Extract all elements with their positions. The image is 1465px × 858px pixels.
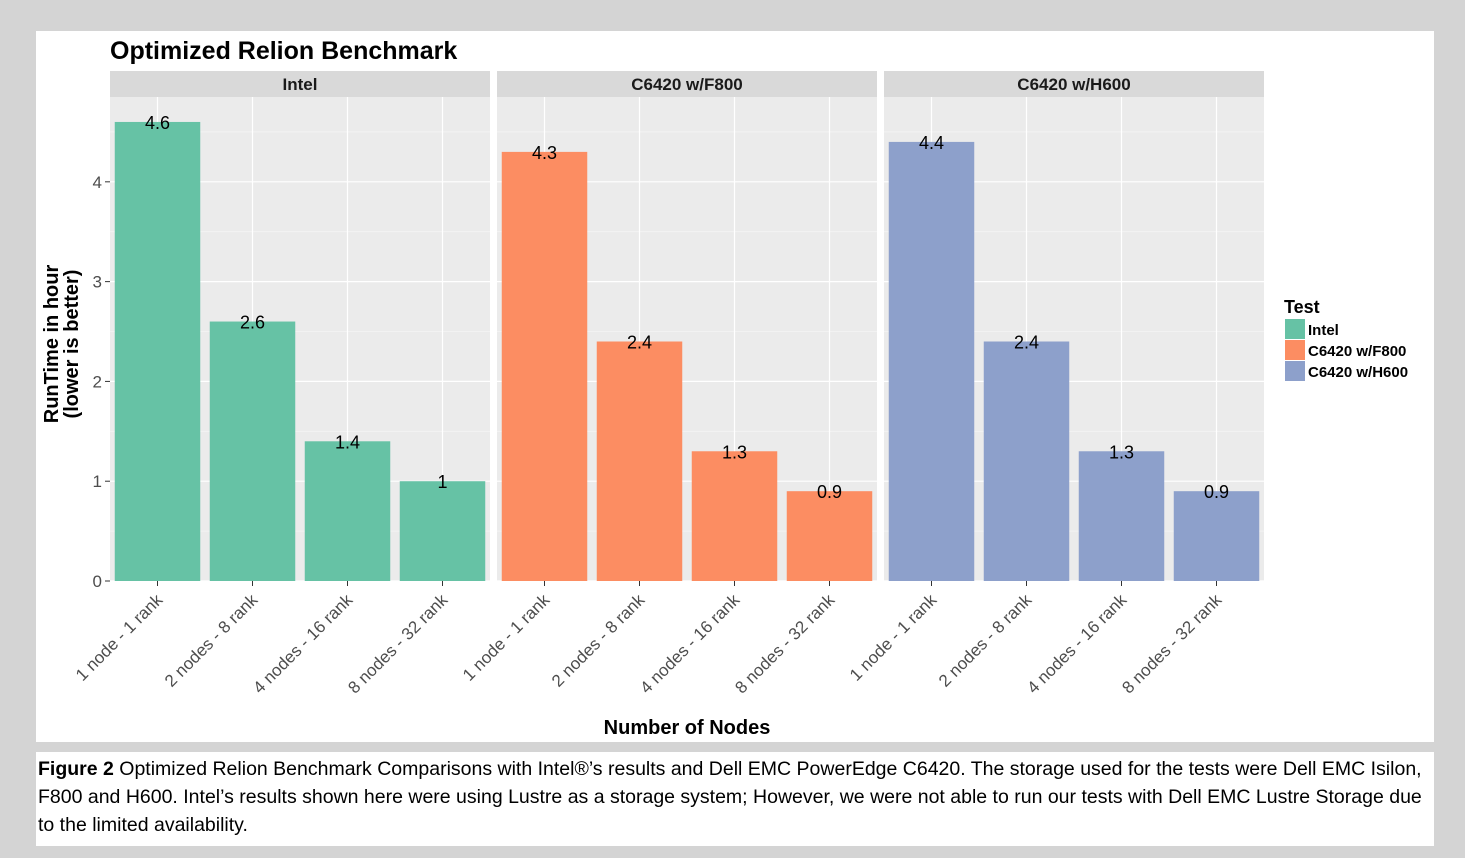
chart-svg: Optimized Relion Benchmark Intel 4.6 2.6 1.… (41, 37, 1408, 739)
x-tick-label: 4 nodes - 16 rank (1023, 590, 1130, 697)
bar (501, 151, 588, 581)
bar (114, 121, 201, 581)
x-tick-label: 1 node - 1 rank (846, 590, 941, 685)
facet-strip-label: C6420 w/F800 (631, 75, 743, 94)
legend: Test Intel C6420 w/F800 C6420 w/H600 (1284, 297, 1408, 381)
bar (786, 491, 873, 581)
bar (888, 141, 975, 581)
y-axis: 0 1 2 3 4 (93, 173, 110, 591)
data-label: 1.3 (722, 442, 747, 462)
legend-label: Intel (1308, 322, 1339, 339)
data-label: 1.4 (335, 432, 360, 452)
facet-panel-2: C6420 w/F800 4.3 2.4 1.3 0.9 1 node - 1 rank2… (459, 71, 877, 697)
data-label: 0.9 (1204, 482, 1229, 502)
data-label: 4.3 (532, 143, 557, 163)
facet-strip-label: C6420 w/H600 (1017, 75, 1130, 94)
legend-label: C6420 w/F800 (1308, 343, 1406, 360)
y-tick-label: 2 (93, 372, 102, 391)
x-tick-label: 8 nodes - 32 rank (1118, 590, 1225, 697)
data-label: 1 (437, 472, 447, 492)
x-axis-title: Number of Nodes (604, 717, 771, 739)
legend-title: Test (1284, 297, 1320, 317)
data-label: 4.6 (145, 113, 170, 133)
bar (1078, 451, 1165, 581)
y-axis-title-line-1: RunTime in hour (41, 265, 63, 424)
x-tick-label: 2 nodes - 8 rank (935, 590, 1036, 691)
x-tick-label: 2 nodes - 8 rank (548, 590, 649, 691)
data-label: 4.4 (919, 133, 944, 153)
bar (304, 441, 391, 581)
facet-strip-label: Intel (283, 75, 318, 94)
x-tick-label: 1 node - 1 rank (72, 590, 167, 685)
y-tick-label: 1 (93, 472, 102, 491)
facet-strip (497, 71, 877, 97)
bar (691, 451, 778, 581)
legend-key (1285, 319, 1305, 339)
figure-caption: Figure 2 Optimized Relion Benchmark Comp… (36, 752, 1434, 846)
y-tick-label: 3 (93, 273, 102, 292)
data-label: 2.4 (1014, 332, 1039, 352)
data-label: 2.4 (627, 332, 652, 352)
bar (983, 341, 1070, 581)
facet-strip (884, 71, 1264, 97)
chart-title: Optimized Relion Benchmark (110, 37, 457, 65)
y-axis-title: RunTime in hour (lower is better) (41, 265, 83, 424)
bar (596, 341, 683, 581)
x-tick-label: 2 nodes - 8 rank (161, 590, 262, 691)
y-axis-title-line-2: (lower is better) (61, 270, 83, 419)
caption-label: Figure 2 (38, 758, 114, 780)
y-tick-label: 0 (93, 572, 102, 591)
legend-key (1285, 361, 1305, 381)
legend-label: C6420 w/H600 (1308, 364, 1408, 381)
bar (399, 481, 486, 581)
caption-text: Optimized Relion Benchmark Comparisons w… (38, 758, 1422, 836)
x-tick-label: 1 node - 1 rank (459, 590, 554, 685)
facet-strip (110, 71, 490, 97)
data-label: 2.6 (240, 313, 265, 333)
data-label: 0.9 (817, 482, 842, 502)
x-tick-label: 4 nodes - 16 rank (249, 590, 356, 697)
x-tick-label: 8 nodes - 32 rank (344, 590, 451, 697)
y-tick-label: 4 (93, 173, 102, 192)
legend-key (1285, 340, 1305, 360)
chart-frame: Optimized Relion Benchmark Intel 4.6 2.6 1.… (36, 31, 1434, 742)
bar (209, 321, 296, 581)
bar (1173, 491, 1260, 581)
x-tick-label: 8 nodes - 32 rank (731, 590, 838, 697)
data-label: 1.3 (1109, 442, 1134, 462)
facet-panel-3: C6420 w/H600 4.4 2.4 1.3 0.9 1 node - 1 rank2… (846, 71, 1264, 697)
x-tick-label: 4 nodes - 16 rank (636, 590, 743, 697)
